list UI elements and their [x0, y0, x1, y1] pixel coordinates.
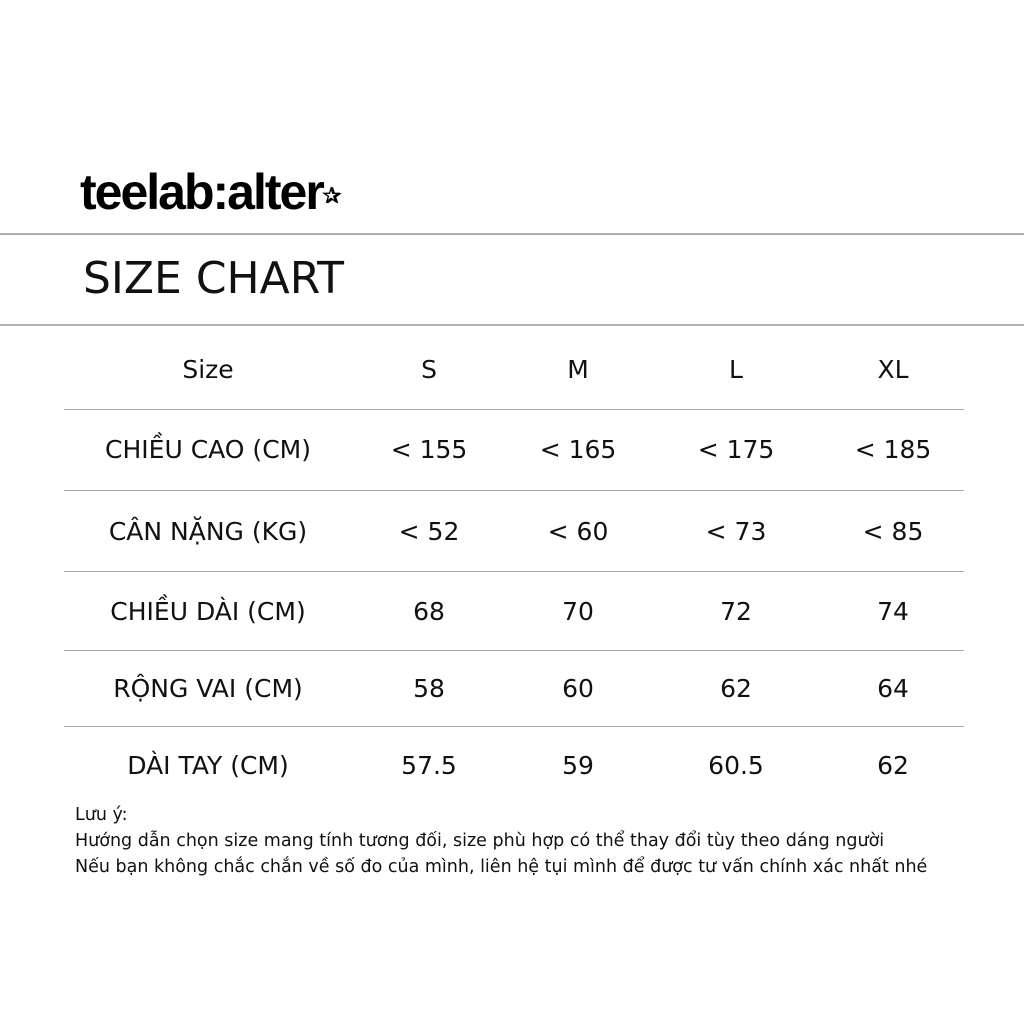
cell-value: < 52	[398, 517, 460, 546]
notes-line: Hướng dẫn chọn size mang tính tương đối,…	[75, 831, 885, 851]
cell-value: 72	[720, 597, 752, 626]
row-label: CHIỀU DÀI (CM)	[110, 597, 306, 626]
cell-value: < 85	[862, 517, 924, 546]
brand-logo: teelab:alter✰	[80, 162, 341, 222]
cell-value: < 60	[547, 517, 609, 546]
row-divider	[64, 490, 964, 491]
row-divider	[64, 409, 964, 410]
cell-value: < 175	[697, 435, 775, 464]
cell-value: 62	[877, 751, 909, 780]
star-icon: ✰	[322, 183, 341, 208]
cell-value: 64	[877, 674, 909, 703]
divider	[0, 324, 1024, 326]
cell-value: < 185	[854, 435, 932, 464]
cell-value: 68	[413, 597, 445, 626]
notes: Lưu ý: Hướng dẫn chọn size mang tính tươ…	[75, 802, 927, 880]
cell-value: < 165	[539, 435, 617, 464]
row-label: CÂN NẶNG (KG)	[108, 517, 308, 546]
cell-value: 59	[562, 751, 594, 780]
divider	[0, 233, 1024, 235]
cell-value: 60	[562, 674, 594, 703]
cell-value: < 73	[705, 517, 767, 546]
table-row: CHIỀU DÀI (CM) 68 70 72 74	[64, 592, 964, 632]
row-divider	[64, 726, 964, 727]
cell-value: 60.5	[708, 751, 764, 780]
table-row: RỘNG VAI (CM) 58 60 62 64	[64, 669, 964, 709]
row-label: Size	[182, 355, 234, 384]
page-title: SIZE CHART	[83, 253, 344, 304]
notes-line: Nếu bạn không chắc chắn về số đo của mìn…	[75, 857, 928, 877]
cell-value: 58	[413, 674, 445, 703]
cell-value: 74	[877, 597, 909, 626]
table-row: CÂN NẶNG (KG) < 52 < 60 < 73 < 85	[64, 512, 964, 552]
row-label: DÀI TAY (CM)	[127, 751, 289, 780]
row-label: RỘNG VAI (CM)	[113, 674, 303, 703]
cell-value: L	[729, 355, 743, 384]
header-row: Size S M L XL	[64, 350, 964, 390]
cell-value: 57.5	[401, 751, 457, 780]
logo-text: teelab:alter	[80, 164, 325, 220]
cell-value: XL	[877, 355, 909, 384]
notes-heading: Lưu ý:	[75, 805, 128, 825]
row-label: CHIỀU CAO (CM)	[105, 435, 311, 464]
cell-value: 70	[562, 597, 594, 626]
row-divider	[64, 571, 964, 572]
cell-value: < 155	[390, 435, 468, 464]
table-row: CHIỀU CAO (CM) < 155 < 165 < 175 < 185	[64, 430, 964, 470]
row-divider	[64, 650, 964, 651]
cell-value: M	[567, 355, 589, 384]
cell-value: 62	[720, 674, 752, 703]
cell-value: S	[421, 355, 437, 384]
table-row: DÀI TAY (CM) 57.5 59 60.5 62	[64, 746, 964, 786]
